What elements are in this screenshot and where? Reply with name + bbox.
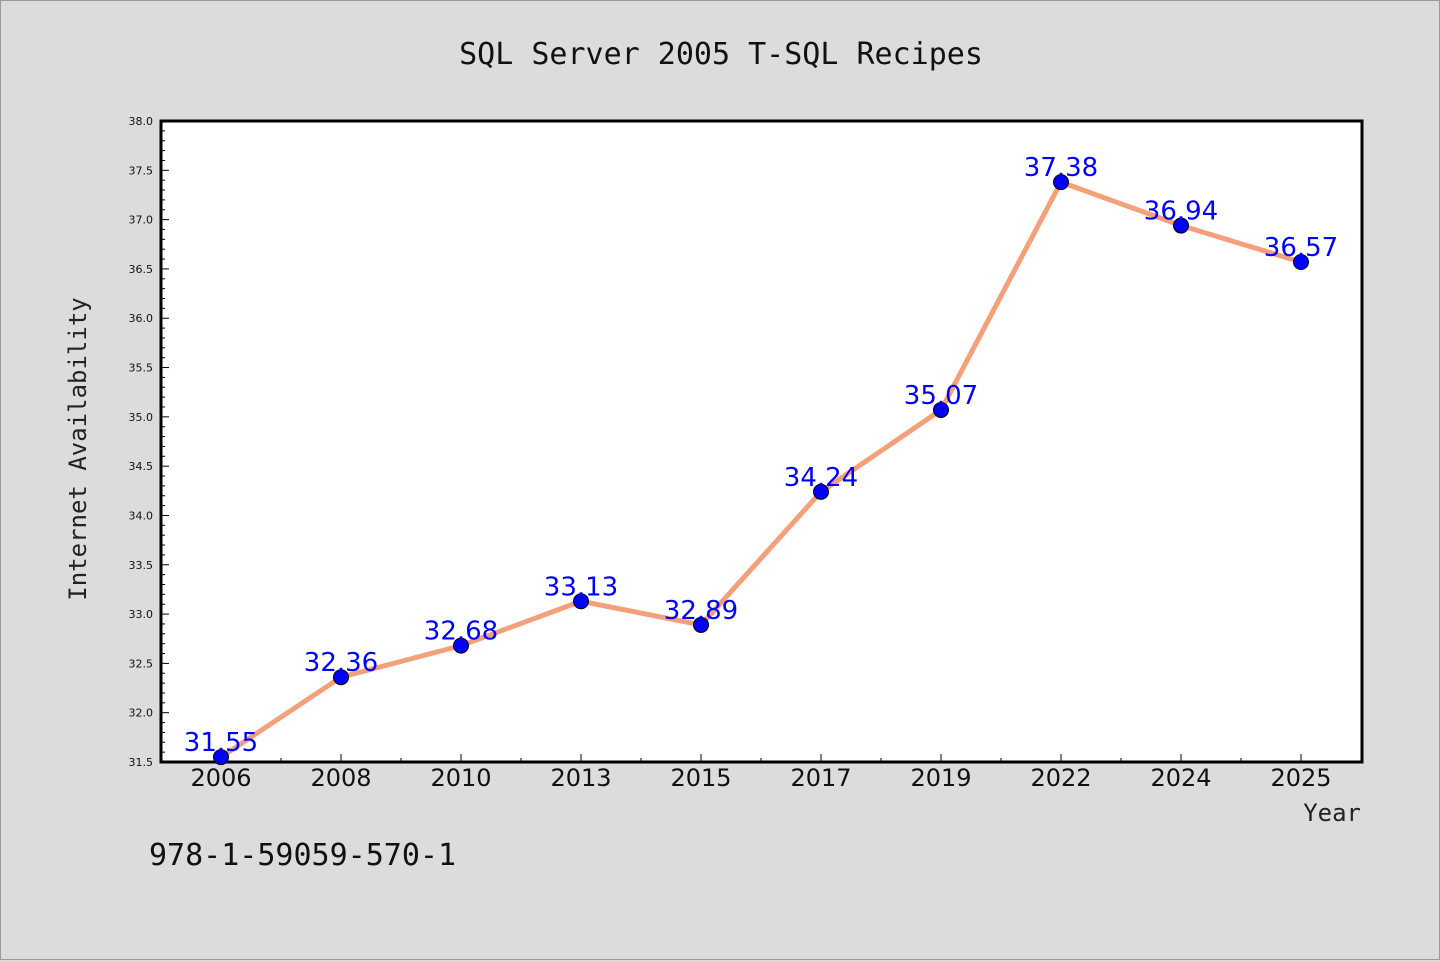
y-tick-label: 31.5 bbox=[129, 756, 154, 769]
x-tick-label: 2025 bbox=[1270, 764, 1331, 792]
x-tick-label: 2008 bbox=[310, 764, 371, 792]
x-tick-label: 2017 bbox=[790, 764, 851, 792]
data-label: 32.68 bbox=[424, 617, 498, 647]
y-tick-label: 33.5 bbox=[129, 559, 154, 572]
data-label: 37.38 bbox=[1024, 153, 1098, 183]
y-tick-label: 33.0 bbox=[129, 608, 154, 621]
y-tick-label: 35.0 bbox=[129, 411, 154, 424]
y-tick-label: 37.5 bbox=[129, 164, 154, 177]
y-tick-label: 38.0 bbox=[129, 115, 154, 128]
x-tick-label: 2015 bbox=[670, 764, 731, 792]
data-point bbox=[453, 637, 469, 654]
chart-title: SQL Server 2005 T-SQL Recipes bbox=[459, 37, 983, 72]
y-tick-label: 35.5 bbox=[129, 362, 154, 375]
data-point bbox=[1293, 254, 1309, 271]
data-point bbox=[333, 669, 349, 686]
data-point bbox=[813, 483, 829, 500]
y-tick-label: 32.0 bbox=[129, 707, 154, 720]
data-point bbox=[213, 749, 229, 766]
series-line bbox=[218, 179, 1304, 760]
data-label: 35.07 bbox=[904, 381, 978, 411]
y-tick-label: 32.5 bbox=[129, 657, 154, 670]
data-point bbox=[573, 593, 589, 610]
data-label: 34.24 bbox=[784, 463, 858, 493]
data-point bbox=[1053, 174, 1069, 191]
y-tick-label: 36.5 bbox=[129, 263, 154, 276]
x-tick-label: 2022 bbox=[1030, 764, 1091, 792]
x-tick-label: 2010 bbox=[430, 764, 491, 792]
x-tick-label: 2013 bbox=[550, 764, 611, 792]
x-tick-label: 2019 bbox=[910, 764, 971, 792]
data-label: 32.89 bbox=[664, 596, 738, 626]
y-tick-label: 34.5 bbox=[129, 460, 154, 473]
data-point bbox=[933, 401, 949, 418]
y-tick-label: 36.0 bbox=[129, 312, 154, 325]
footer-isbn: 978-1-59059-570-1 bbox=[149, 838, 456, 873]
data-labels: 31.55 32.36 32.68 33.13 32.89 34.24 35.07 37.38… bbox=[184, 153, 1338, 758]
data-point bbox=[1173, 217, 1189, 234]
x-axis-ticks: 2006 2008 2010 2013 2015 2017 2019 2022 2024 2025 bbox=[190, 754, 1332, 792]
x-axis-title: Year bbox=[1303, 799, 1361, 827]
x-tick-label: 2024 bbox=[1150, 764, 1211, 792]
y-axis-ticks: 31.5 32.0 32.5 33.0 33.5 34.0 34.5 35.0 35.5 36.0… bbox=[129, 115, 169, 769]
data-label: 31.55 bbox=[184, 728, 258, 758]
data-point bbox=[693, 616, 709, 633]
x-tick-label: 2006 bbox=[190, 764, 251, 792]
series-group bbox=[213, 174, 1309, 766]
y-axis-title: Internet Availability bbox=[64, 297, 92, 600]
plot-area bbox=[159, 119, 1364, 764]
y-tick-label: 37.0 bbox=[129, 214, 154, 227]
data-label: 36.94 bbox=[1144, 197, 1218, 227]
data-label: 33.13 bbox=[544, 572, 618, 602]
data-label: 32.36 bbox=[304, 648, 378, 678]
y-tick-label: 34.0 bbox=[129, 509, 154, 522]
data-label: 36.57 bbox=[1264, 233, 1338, 263]
